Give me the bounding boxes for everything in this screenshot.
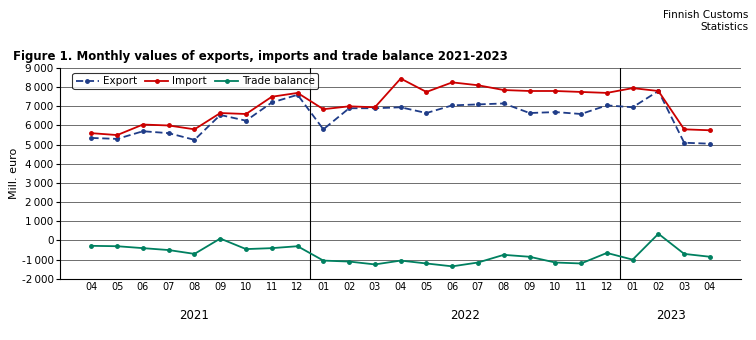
Import [190, 127, 199, 131]
Export [551, 110, 560, 114]
Trade balance [680, 252, 689, 256]
Trade balance [268, 246, 277, 250]
Import [705, 128, 714, 132]
Trade balance [525, 255, 534, 259]
Import [164, 123, 173, 128]
Trade balance [87, 244, 96, 248]
Import [87, 131, 96, 135]
Text: Finnish Customs
Statistics: Finnish Customs Statistics [663, 10, 748, 32]
Export [164, 131, 173, 135]
Import [499, 88, 508, 92]
Trade balance [577, 261, 586, 266]
Import [241, 112, 250, 116]
Export [680, 141, 689, 145]
Text: 2022: 2022 [450, 309, 480, 322]
Trade balance [293, 244, 302, 248]
Trade balance [603, 251, 612, 255]
Trade balance [473, 260, 482, 265]
Export [448, 103, 457, 107]
Export [190, 138, 199, 142]
Trade balance [241, 247, 250, 251]
Trade balance [551, 260, 560, 265]
Line: Import: Import [90, 77, 711, 137]
Trade balance [628, 258, 637, 262]
Export [215, 113, 225, 117]
Trade balance [705, 255, 714, 259]
Export [499, 101, 508, 105]
Import [628, 86, 637, 90]
Export [705, 142, 714, 146]
Text: 2023: 2023 [656, 309, 686, 322]
Text: 2021: 2021 [180, 309, 209, 322]
Trade balance [319, 258, 328, 262]
Export [113, 137, 122, 141]
Import [448, 80, 457, 84]
Export [293, 93, 302, 97]
Trade balance [164, 248, 173, 252]
Y-axis label: Mill. euro: Mill. euro [9, 148, 19, 199]
Export [268, 100, 277, 104]
Text: Figure 1. Monthly values of exports, imports and trade balance 2021-2023: Figure 1. Monthly values of exports, imp… [13, 50, 507, 63]
Import [422, 90, 431, 94]
Trade balance [190, 252, 199, 256]
Import [680, 127, 689, 131]
Import [525, 89, 534, 93]
Import [215, 111, 225, 115]
Trade balance [499, 253, 508, 257]
Trade balance [113, 244, 122, 248]
Import [577, 90, 586, 94]
Import [293, 91, 302, 95]
Export [345, 106, 354, 110]
Export [473, 102, 482, 106]
Trade balance [396, 258, 405, 262]
Trade balance [448, 264, 457, 268]
Export [138, 129, 147, 133]
Import [370, 105, 380, 109]
Import [551, 89, 560, 93]
Import [113, 133, 122, 137]
Import [319, 107, 328, 111]
Import [138, 122, 147, 126]
Trade balance [215, 237, 225, 241]
Legend: Export, Import, Trade balance: Export, Import, Trade balance [73, 73, 318, 89]
Export [603, 103, 612, 107]
Export [654, 89, 663, 93]
Export [370, 106, 380, 110]
Export [525, 111, 534, 115]
Export [577, 112, 586, 116]
Line: Export: Export [90, 89, 711, 146]
Export [319, 127, 328, 131]
Export [241, 119, 250, 123]
Export [87, 136, 96, 140]
Import [345, 104, 354, 108]
Import [603, 91, 612, 95]
Line: Trade balance: Trade balance [90, 232, 711, 268]
Import [268, 95, 277, 99]
Trade balance [345, 259, 354, 264]
Trade balance [138, 246, 147, 250]
Export [422, 111, 431, 115]
Trade balance [370, 262, 380, 267]
Import [473, 83, 482, 87]
Import [396, 76, 405, 81]
Trade balance [654, 232, 663, 236]
Export [628, 105, 637, 109]
Trade balance [422, 261, 431, 266]
Export [396, 105, 405, 109]
Import [654, 89, 663, 93]
